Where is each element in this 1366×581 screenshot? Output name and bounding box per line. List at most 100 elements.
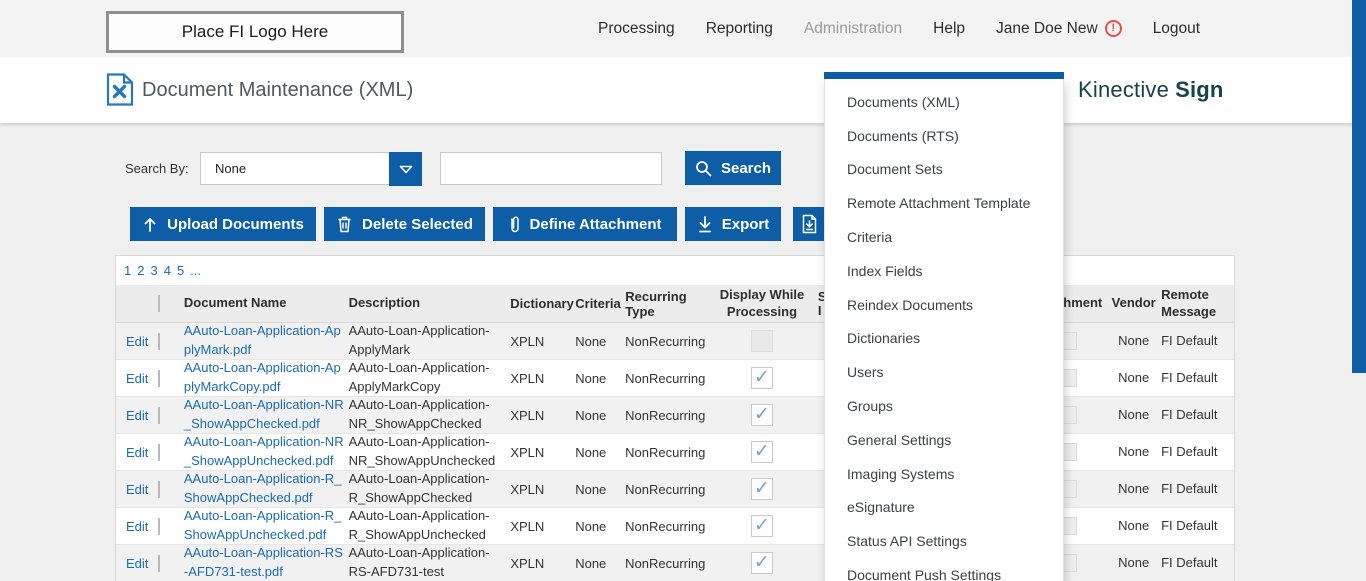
page-link[interactable]: 4 [163,263,171,278]
select-all-checkbox[interactable] [157,295,160,312]
criteria-cell: None [575,333,607,349]
document-name-link[interactable]: AAuto-Loan-Application-NR_ShowAppUncheck… [183,434,344,468]
criteria-cell: None [575,555,607,571]
menu-item[interactable]: Status API Settings [847,533,967,550]
menu-item[interactable]: Imaging Systems [847,465,955,482]
row-checkbox[interactable] [157,554,160,572]
menu-item[interactable]: Criteria [847,229,893,246]
menu-item[interactable]: eSignature [847,499,915,516]
remote-message-cell: FI Default [1161,480,1218,496]
menu-item[interactable]: Groups [847,398,893,415]
top-bar: Place FI Logo Here Processing Reporting … [0,0,1366,57]
dictionary-cell: XPLN [510,555,545,571]
row-checkbox[interactable] [157,369,160,387]
menu-item[interactable]: Documents (RTS) [847,127,959,144]
dictionary-cell: XPLN [510,481,545,497]
remote-message-cell: FI Default [1161,332,1218,348]
vendor-cell: None [1118,517,1150,533]
brand-name: Kinective [1078,77,1170,102]
edit-link[interactable]: Edit [126,370,149,386]
export-download-icon [697,215,713,233]
search-button[interactable]: Search [685,151,781,185]
edit-link[interactable]: Edit [126,333,149,349]
row-checkbox[interactable] [157,517,160,535]
row-checkbox[interactable] [157,332,160,350]
chevron-down-icon[interactable] [389,152,422,186]
delete-selected-button[interactable]: Delete Selected [324,207,485,241]
display-while-processing-checkbox[interactable] [750,515,773,537]
brand-suffix: Sign [1175,77,1224,102]
page-link[interactable]: ... [190,263,202,278]
document-name-link[interactable]: AAuto-Loan-Application-R_ShowAppUnchecke… [183,508,342,542]
search-input[interactable] [440,152,662,185]
nav-item-processing[interactable]: Processing [598,19,675,37]
edit-link[interactable]: Edit [126,481,149,497]
edit-link[interactable]: Edit [126,555,149,571]
menu-item[interactable]: Document Push Settings [847,567,1002,581]
header-description: Description [348,295,421,311]
menu-item[interactable]: General Settings [847,431,952,448]
row-checkbox[interactable] [157,406,160,424]
menu-item[interactable]: Dictionaries [847,330,921,347]
vendor-cell: None [1118,443,1150,459]
page-link[interactable]: 5 [176,263,185,278]
menu-item[interactable]: Documents (XML) [847,93,960,110]
description-cell: AAuto-Loan-Application-ApplyMarkCopy [348,360,490,394]
remote-message-cell: FI Default [1161,406,1218,422]
header-attachment-fragment: chment [1056,295,1103,311]
document-name-link[interactable]: AAuto-Loan-Application-R_ShowAppChecked.… [183,471,342,505]
menu-item[interactable]: Users [847,364,884,381]
edit-link[interactable]: Edit [126,518,149,534]
nav-item-help[interactable]: Help [933,19,966,37]
row-checkbox[interactable] [157,480,160,498]
export-button[interactable]: Export [685,207,781,241]
criteria-cell: None [575,370,607,386]
edit-link[interactable]: Edit [126,444,149,460]
display-while-processing-checkbox[interactable] [750,330,773,352]
define-attachment-button[interactable]: Define Attachment [493,207,677,241]
row-checkbox[interactable] [157,443,160,461]
remote-message-cell: FI Default [1161,369,1218,385]
edit-link[interactable]: Edit [126,407,149,423]
display-while-processing-checkbox[interactable] [750,441,773,463]
page-title: Document Maintenance (XML) [142,78,414,101]
display-while-processing-checkbox[interactable] [750,478,773,500]
vertical-scrollbar-thumb[interactable] [1352,0,1366,373]
document-name-link[interactable]: AAuto-Loan-Application-ApplyMark.pdf [183,323,341,357]
document-name-link[interactable]: AAuto-Loan-Application-NR_ShowAppChecked… [183,397,344,431]
menu-item[interactable]: Remote Attachment Template [847,195,1031,212]
menu-item[interactable]: Document Sets [847,161,943,178]
document-name-link[interactable]: AAuto-Loan-Application-ApplyMarkCopy.pdf [183,360,341,394]
fi-logo-placeholder: Place FI Logo Here [106,11,404,53]
upload-documents-button[interactable]: Upload Documents [130,207,316,241]
pagination: 1 2 3 4 5 ... [116,256,1234,285]
menu-item[interactable]: Reindex Documents [847,296,974,313]
description-cell: AAuto-Loan-Application-R_ShowAppUnchecke… [348,508,490,542]
recurring-type-cell: NonRecurring [625,407,706,423]
remote-message-cell: FI Default [1161,517,1218,533]
fi-logo-text: Place FI Logo Here [181,22,329,41]
nav-item-administration[interactable]: Administration [803,19,903,37]
description-cell: AAuto-Loan-Application-ApplyMark [348,323,490,357]
brand-logo: Kinective Sign [1078,57,1224,123]
page-header-band: Document Maintenance (XML) Kinective Sig… [0,57,1366,123]
nav-item-user[interactable]: Jane Doe New ! [996,20,1122,38]
user-name: Jane Doe New [996,19,1098,37]
display-while-processing-checkbox[interactable] [750,367,773,389]
document-maintenance-icon [106,73,134,106]
search-by-selected-value: None [215,161,247,176]
document-name-link[interactable]: AAuto-Loan-Application-RS-AFD731-test.pd… [183,545,343,579]
recurring-type-cell: NonRecurring [625,333,706,349]
nav-item-reporting[interactable]: Reporting [705,19,773,37]
menu-item[interactable]: Index Fields [847,262,923,279]
export-document-button[interactable] [793,207,826,241]
header-recurring-type: Recurring Type [625,288,687,319]
page-link[interactable]: 2 [137,263,145,278]
page-link[interactable]: 3 [150,263,158,278]
search-icon [695,160,712,177]
nav-item-logout[interactable]: Logout [1152,19,1201,37]
page-link[interactable]: 1 [124,263,132,278]
search-by-select[interactable]: None [200,152,422,186]
display-while-processing-checkbox[interactable] [750,404,773,426]
display-while-processing-checkbox[interactable] [750,552,773,574]
